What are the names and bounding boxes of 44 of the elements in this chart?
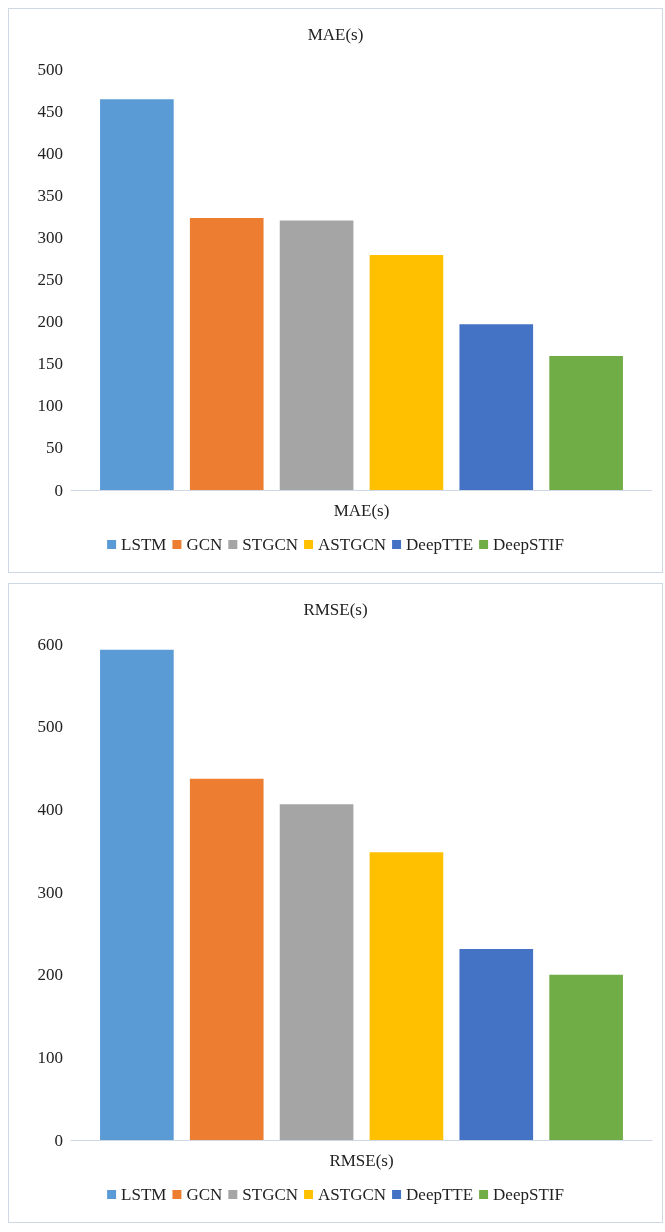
y-tick-label: 0	[54, 1130, 63, 1150]
bar	[369, 852, 444, 1140]
y-tick-label: 50	[46, 438, 63, 458]
y-tick-label: 100	[37, 1047, 63, 1067]
bar	[459, 324, 534, 490]
y-tick-label: 300	[37, 227, 63, 247]
y-tick-label: 100	[37, 396, 63, 416]
bar	[549, 974, 623, 1140]
y-tick-label: 300	[37, 882, 63, 902]
y-tick-label: 450	[37, 101, 63, 121]
legend-label: STGCN	[242, 535, 299, 554]
y-tick-label: 400	[37, 799, 63, 819]
y-tick-label: 500	[37, 59, 63, 79]
legend-label: STGCN	[242, 1185, 299, 1204]
legend-label: GCN	[186, 535, 223, 554]
y-tick-label: 500	[37, 717, 63, 737]
bar	[279, 220, 354, 490]
y-tick-label: 400	[37, 143, 63, 163]
bar	[189, 778, 264, 1140]
legend-label: LSTM	[121, 535, 167, 554]
y-tick-label: 250	[37, 270, 63, 289]
legend-label: DeepSTIF	[493, 1185, 564, 1204]
y-tick-label: 200	[37, 312, 63, 332]
legend-label: DeepTTE	[406, 1185, 474, 1204]
chart-title: MAE(s)	[307, 25, 364, 44]
legend-label: ASTGCN	[318, 535, 387, 554]
legend-label: GCN	[186, 1185, 223, 1204]
legend-label: ASTGCN	[318, 1185, 387, 1204]
y-tick-label: 0	[54, 480, 63, 500]
bar	[369, 255, 444, 490]
bar	[279, 804, 354, 1140]
legend-label: DeepTTE	[406, 535, 474, 554]
y-tick-label: 200	[37, 965, 63, 985]
bar	[189, 218, 264, 490]
y-tick-label: 150	[37, 354, 63, 374]
y-tick-label: 350	[37, 185, 63, 205]
bar	[549, 356, 623, 490]
bar	[100, 99, 174, 490]
bar	[459, 949, 534, 1140]
bar	[100, 649, 174, 1140]
legend-label: DeepSTIF	[493, 535, 564, 554]
chart-title: RMSE(s)	[303, 600, 368, 619]
legend-label: LSTM	[121, 1185, 167, 1204]
y-tick-label: 600	[37, 634, 63, 654]
